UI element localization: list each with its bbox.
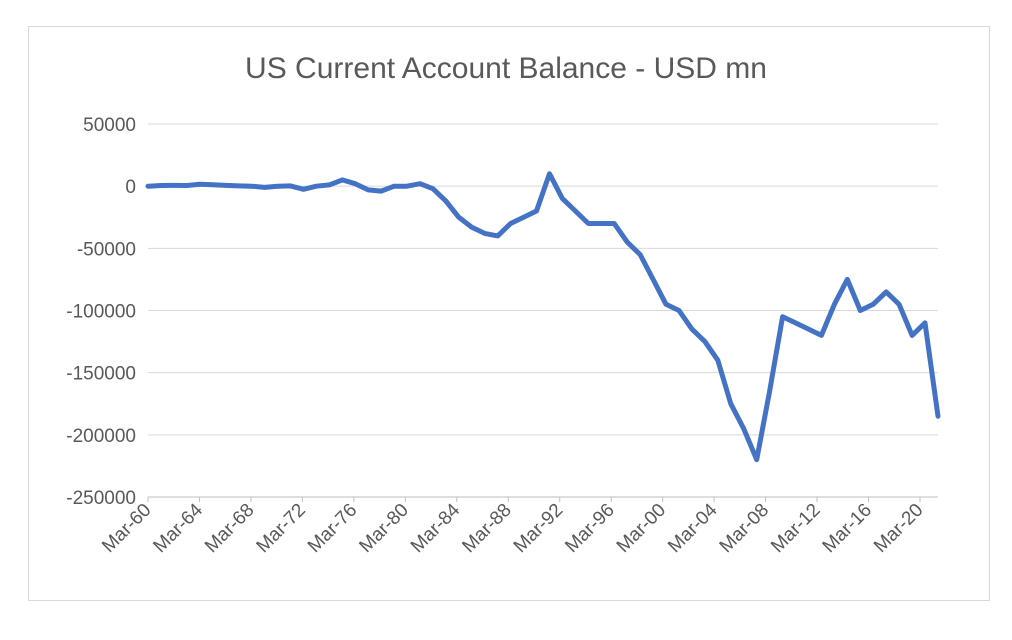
gridlines	[148, 123, 938, 498]
x-tick-label: Mar-16	[819, 500, 876, 557]
y-tick-label: -250000	[66, 488, 136, 509]
x-tick-label: Mar-72	[253, 500, 310, 557]
y-tick-label: 0	[125, 177, 136, 198]
x-tick-label: Mar-92	[510, 500, 567, 557]
y-tick-label: 50000	[83, 115, 136, 136]
y-tick-label: -200000	[66, 426, 136, 447]
x-tick-label: Mar-76	[304, 500, 361, 557]
x-tick-label: Mar-80	[355, 500, 412, 557]
series-line	[145, 171, 941, 463]
x-tick-label: Mar-84	[407, 499, 465, 557]
y-axis-ticks: 50000 0 -50000 -100000 -150000 -200000 -250000	[66, 115, 136, 509]
x-tick-label: Mar-12	[767, 500, 824, 557]
x-tick-label: Mar-68	[201, 500, 258, 557]
x-tick-label: Mar-00	[613, 500, 670, 557]
chart-title: US Current Account Balance - USD mn	[245, 52, 767, 85]
x-tick-label: Mar-20	[870, 500, 927, 557]
x-tick-label: Mar-08	[716, 500, 773, 557]
x-tick-label: Mar-64	[150, 499, 208, 557]
y-tick-label: -50000	[77, 239, 136, 260]
y-tick-label: -150000	[66, 364, 136, 385]
series-layer	[145, 171, 941, 463]
x-tick-label: Mar-04	[664, 499, 722, 557]
y-tick-label: -100000	[66, 302, 136, 323]
x-tick-label: Mar-96	[561, 500, 618, 557]
x-tick-label: Mar-88	[458, 500, 515, 557]
x-axis-ticks: Mar-60Mar-64Mar-68Mar-72Mar-76Mar-80Mar-…	[98, 496, 938, 557]
